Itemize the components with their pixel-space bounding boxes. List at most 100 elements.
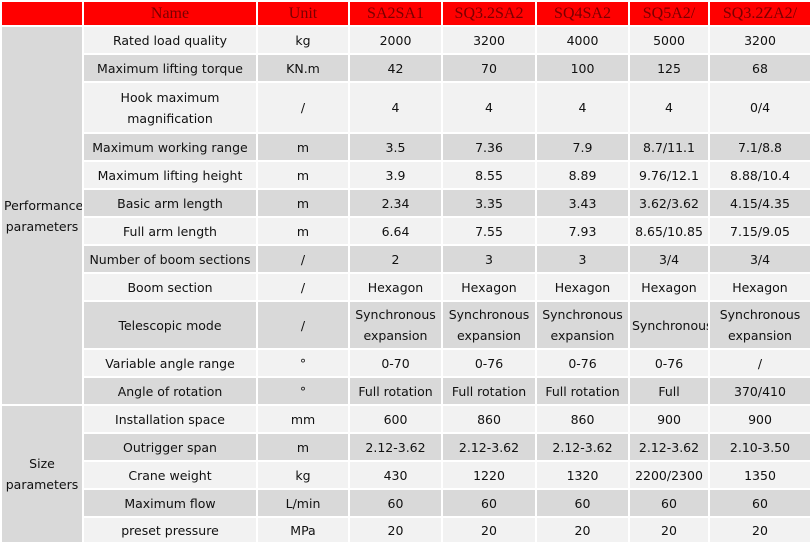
group-label: Performance parameters xyxy=(0,25,84,406)
param-unit: m xyxy=(256,432,350,462)
param-name: Maximum flow xyxy=(82,488,258,518)
header-model: SQ5A2/ xyxy=(628,0,710,27)
param-value: 900 xyxy=(628,404,710,434)
param-value: 2 xyxy=(348,244,443,274)
param-value: 4 xyxy=(628,81,710,134)
param-value: Full rotation xyxy=(535,376,630,406)
param-name: Full arm length xyxy=(82,216,258,246)
param-value: 3/4 xyxy=(628,244,710,274)
param-unit: m xyxy=(256,188,350,218)
table-row: Maximum flow L/min 60 60 60 60 60 xyxy=(1,488,810,518)
param-value: 100 xyxy=(535,53,630,83)
param-value: Synchronous expansion xyxy=(535,300,630,350)
param-value: 2.12-3.62 xyxy=(348,432,443,462)
param-unit: / xyxy=(256,272,350,302)
param-value: 42 xyxy=(348,53,443,83)
param-value: Synchronous expansion xyxy=(348,300,443,350)
param-name: Rated load quality xyxy=(82,25,258,55)
param-value: 68 xyxy=(708,53,810,83)
param-value: Hexagon xyxy=(441,272,537,302)
param-name: Hook maximum magnification xyxy=(82,81,258,134)
param-unit: KN.m xyxy=(256,53,350,83)
param-value: 3.35 xyxy=(441,188,537,218)
param-value: 900 xyxy=(708,404,810,434)
param-name: Maximum working range xyxy=(82,132,258,162)
param-unit: ° xyxy=(256,348,350,378)
group-label: Size parameters xyxy=(0,404,84,544)
param-value: Full rotation xyxy=(441,376,537,406)
param-value: 20 xyxy=(441,516,537,544)
header-blank xyxy=(0,0,84,27)
param-unit: MPa xyxy=(256,516,350,544)
param-value: 8.7/11.1 xyxy=(628,132,710,162)
param-unit: / xyxy=(256,81,350,134)
param-value: 0-76 xyxy=(628,348,710,378)
table-row: Telescopic mode / Synchronous expansion Syn… xyxy=(1,300,810,350)
param-value: 8.88/10.4 xyxy=(708,160,810,190)
param-value: 4 xyxy=(535,81,630,134)
param-unit: m xyxy=(256,132,350,162)
param-value: 370/410 xyxy=(708,376,810,406)
param-value: 60 xyxy=(628,488,710,518)
param-value: Synchronous expansion xyxy=(708,300,810,350)
param-value: 4 xyxy=(441,81,537,134)
param-value: 3 xyxy=(535,244,630,274)
param-value: Hexagon xyxy=(535,272,630,302)
param-name: preset pressure xyxy=(82,516,258,544)
table-row: Boom section / Hexagon Hexagon Hexagon Hexago… xyxy=(1,272,810,302)
param-value: 20 xyxy=(348,516,443,544)
param-value: 860 xyxy=(441,404,537,434)
param-value: 3 xyxy=(441,244,537,274)
param-value: 6.64 xyxy=(348,216,443,246)
param-value: 3.5 xyxy=(348,132,443,162)
table-row: Crane weight kg 430 1220 1320 2200/2300 1350 xyxy=(1,460,810,490)
param-value: 0/4 xyxy=(708,81,810,134)
param-value: 4000 xyxy=(535,25,630,55)
param-value: 1320 xyxy=(535,460,630,490)
param-unit: ° xyxy=(256,376,350,406)
param-value: Hexagon xyxy=(708,272,810,302)
param-name: Crane weight xyxy=(82,460,258,490)
table-row: Variable angle range ° 0-70 0-76 0-76 0-76/ xyxy=(1,348,810,378)
param-unit: / xyxy=(256,244,350,274)
param-name: Variable angle range xyxy=(82,348,258,378)
param-value: 60 xyxy=(348,488,443,518)
param-value: 2.12-3.62 xyxy=(441,432,537,462)
table-row: Performance parameters Rated load quality… xyxy=(0,25,810,406)
param-value: Full rotation xyxy=(348,376,443,406)
param-value: 430 xyxy=(348,460,443,490)
param-value: 0-76 xyxy=(441,348,537,378)
param-value: 860 xyxy=(535,404,630,434)
param-value: 60 xyxy=(708,488,810,518)
param-value: 20 xyxy=(708,516,810,544)
param-unit: mm xyxy=(256,404,350,434)
param-unit: kg xyxy=(256,25,350,55)
table-row: Number of boom sections/2 3 3 3/4 3/4 xyxy=(1,244,810,274)
param-name: Number of boom sections xyxy=(82,244,258,274)
param-value: Hexagon xyxy=(628,272,710,302)
param-value: 8.89 xyxy=(535,160,630,190)
param-unit: m xyxy=(256,160,350,190)
param-value: 600 xyxy=(348,404,443,434)
param-value: 1220 xyxy=(441,460,537,490)
param-name: Angle of rotation xyxy=(82,376,258,406)
param-value: 3200 xyxy=(708,25,810,55)
table-row: Full arm length m 6.64 7.55 7.93 8.65/10.85 7.… xyxy=(1,216,810,246)
param-unit: L/min xyxy=(256,488,350,518)
param-value: Synchronous xyxy=(628,300,710,350)
param-value: 60 xyxy=(535,488,630,518)
param-name: Installation space xyxy=(82,404,258,434)
param-value: Hexagon xyxy=(348,272,443,302)
param-value: 125 xyxy=(628,53,710,83)
param-value: 20 xyxy=(535,516,630,544)
param-value: 3.43 xyxy=(535,188,630,218)
param-value: 2.12-3.62 xyxy=(535,432,630,462)
header-model: SQ4SA2 xyxy=(535,0,630,27)
param-value: 7.9 xyxy=(535,132,630,162)
param-unit: kg xyxy=(256,460,350,490)
header-model: SQ3.2SA2 xyxy=(441,0,537,27)
table-row: Hook maximum magnification/4 4 4 4 0/4 xyxy=(1,81,810,134)
param-value: 0-70 xyxy=(348,348,443,378)
param-value: 3.9 xyxy=(348,160,443,190)
